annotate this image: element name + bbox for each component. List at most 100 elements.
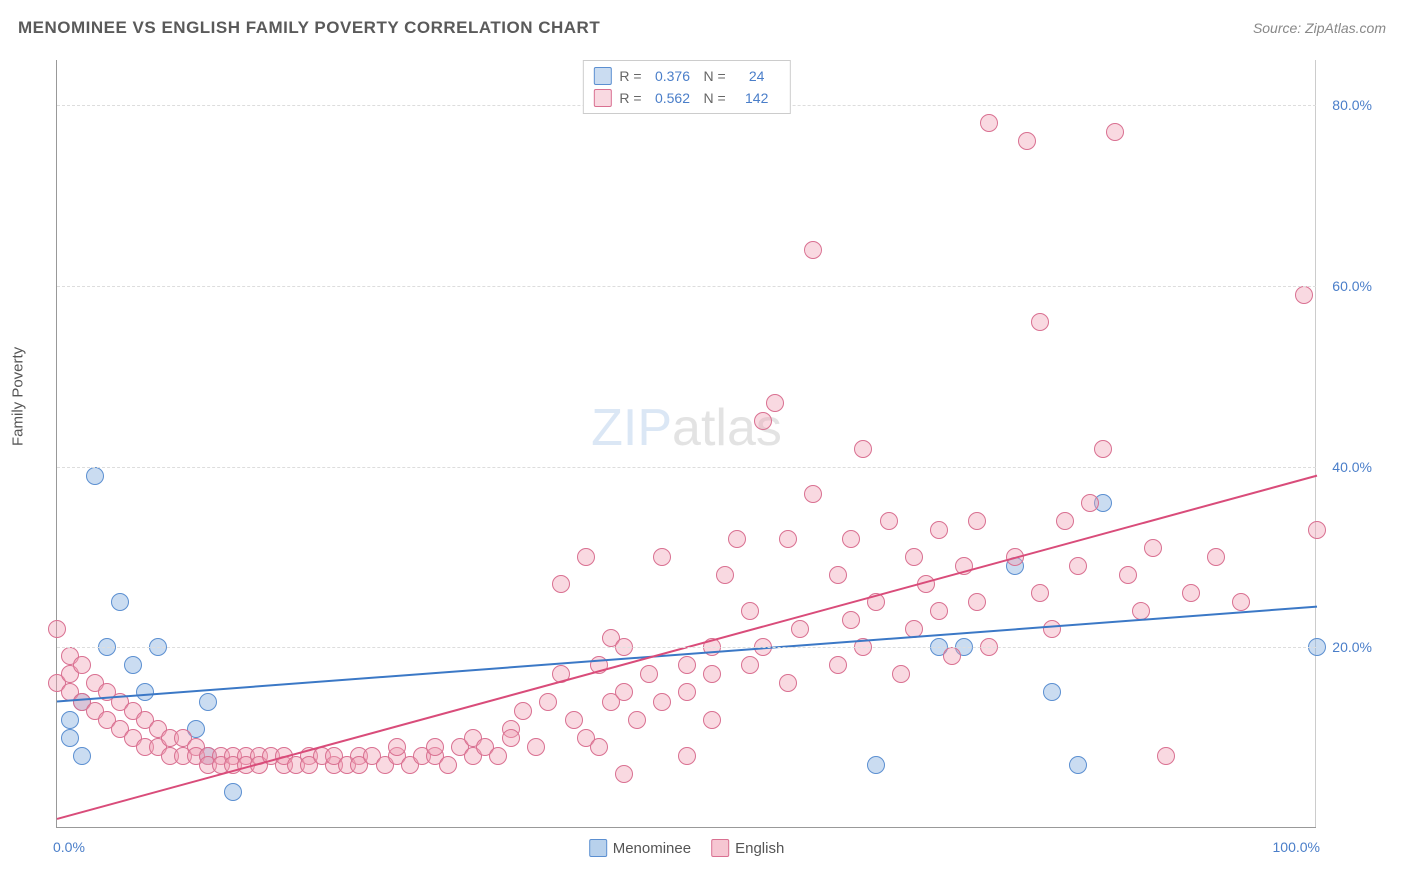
data-point [136, 683, 154, 701]
data-point [1081, 494, 1099, 512]
data-point [1182, 584, 1200, 602]
data-point [48, 620, 66, 638]
data-point [590, 738, 608, 756]
data-point [678, 747, 696, 765]
data-point [917, 575, 935, 593]
data-point [439, 756, 457, 774]
data-point [905, 548, 923, 566]
legend-label: English [735, 840, 784, 857]
legend-r-value: 0.376 [650, 68, 696, 84]
data-point [678, 683, 696, 701]
data-point [955, 557, 973, 575]
data-point [615, 683, 633, 701]
data-point [653, 693, 671, 711]
data-point [880, 512, 898, 530]
data-point [111, 593, 129, 611]
data-point [703, 665, 721, 683]
data-point [1157, 747, 1175, 765]
data-point [829, 566, 847, 584]
y-tick-label: 80.0% [1322, 97, 1372, 113]
data-point [124, 656, 142, 674]
legend-item: English [711, 839, 784, 857]
data-point [980, 114, 998, 132]
data-point [1144, 539, 1162, 557]
x-tick-label-max: 100.0% [1273, 839, 1320, 855]
data-point [1132, 602, 1150, 620]
data-point [426, 738, 444, 756]
legend-n-value: 142 [734, 90, 780, 106]
data-point [1056, 512, 1074, 530]
scatter-plot-area: ZIPatlas R =0.376N =24R =0.562N =142 Men… [56, 60, 1316, 828]
data-point [842, 530, 860, 548]
data-point [1043, 620, 1061, 638]
data-point [1207, 548, 1225, 566]
gridline [57, 647, 1316, 648]
data-point [73, 747, 91, 765]
legend-swatch [593, 67, 611, 85]
data-point [1308, 521, 1326, 539]
data-point [552, 575, 570, 593]
data-point [86, 467, 104, 485]
legend-label: Menominee [613, 840, 691, 857]
correlation-legend: R = 0.376 N = 24 R =0.562N =142 [582, 60, 790, 114]
data-point [1119, 566, 1137, 584]
data-point [61, 711, 79, 729]
data-point [514, 702, 532, 720]
series-legend: Menominee English [589, 839, 785, 857]
data-point [1031, 584, 1049, 602]
data-point [73, 656, 91, 674]
data-point [728, 530, 746, 548]
legend-swatch [593, 89, 611, 107]
data-point [804, 241, 822, 259]
data-point [854, 440, 872, 458]
source-link[interactable]: ZipAtlas.com [1305, 20, 1386, 36]
data-point [779, 674, 797, 692]
data-point [199, 693, 217, 711]
data-point [1295, 286, 1313, 304]
legend-row: R = 0.376 N = 24 [593, 65, 779, 87]
data-point [61, 729, 79, 747]
data-point [527, 738, 545, 756]
data-point [640, 665, 658, 683]
data-point [754, 412, 772, 430]
data-point [678, 656, 696, 674]
legend-swatch [589, 839, 607, 857]
trend-lines [57, 60, 1316, 827]
data-point [1094, 440, 1112, 458]
y-tick-label: 40.0% [1322, 459, 1372, 475]
chart-title: MENOMINEE VS ENGLISH FAMILY POVERTY CORR… [18, 18, 600, 38]
data-point [804, 485, 822, 503]
legend-r-label: R = [619, 68, 641, 84]
legend-n-label: N = [704, 68, 726, 84]
data-point [1106, 123, 1124, 141]
y-axis-label: Family Poverty [10, 347, 27, 446]
data-point [842, 611, 860, 629]
data-point [779, 530, 797, 548]
data-point [1232, 593, 1250, 611]
legend-n-value: 24 [734, 68, 780, 84]
x-tick-label-min: 0.0% [53, 839, 85, 855]
data-point [552, 665, 570, 683]
data-point [224, 783, 242, 801]
data-point [1043, 683, 1061, 701]
watermark: ZIPatlas [591, 398, 782, 458]
data-point [653, 548, 671, 566]
data-point [1018, 132, 1036, 150]
data-point [930, 602, 948, 620]
legend-item: Menominee [589, 839, 691, 857]
legend-row: R =0.562N =142 [593, 87, 779, 109]
data-point [741, 602, 759, 620]
data-point [489, 747, 507, 765]
data-point [577, 548, 595, 566]
data-point [829, 656, 847, 674]
data-point [1006, 548, 1024, 566]
data-point [867, 756, 885, 774]
legend-r-value: 0.562 [650, 90, 696, 106]
data-point [590, 656, 608, 674]
gridline [57, 286, 1316, 287]
data-point [1069, 756, 1087, 774]
data-point [930, 521, 948, 539]
data-point [791, 620, 809, 638]
gridline [57, 467, 1316, 468]
data-point [968, 512, 986, 530]
